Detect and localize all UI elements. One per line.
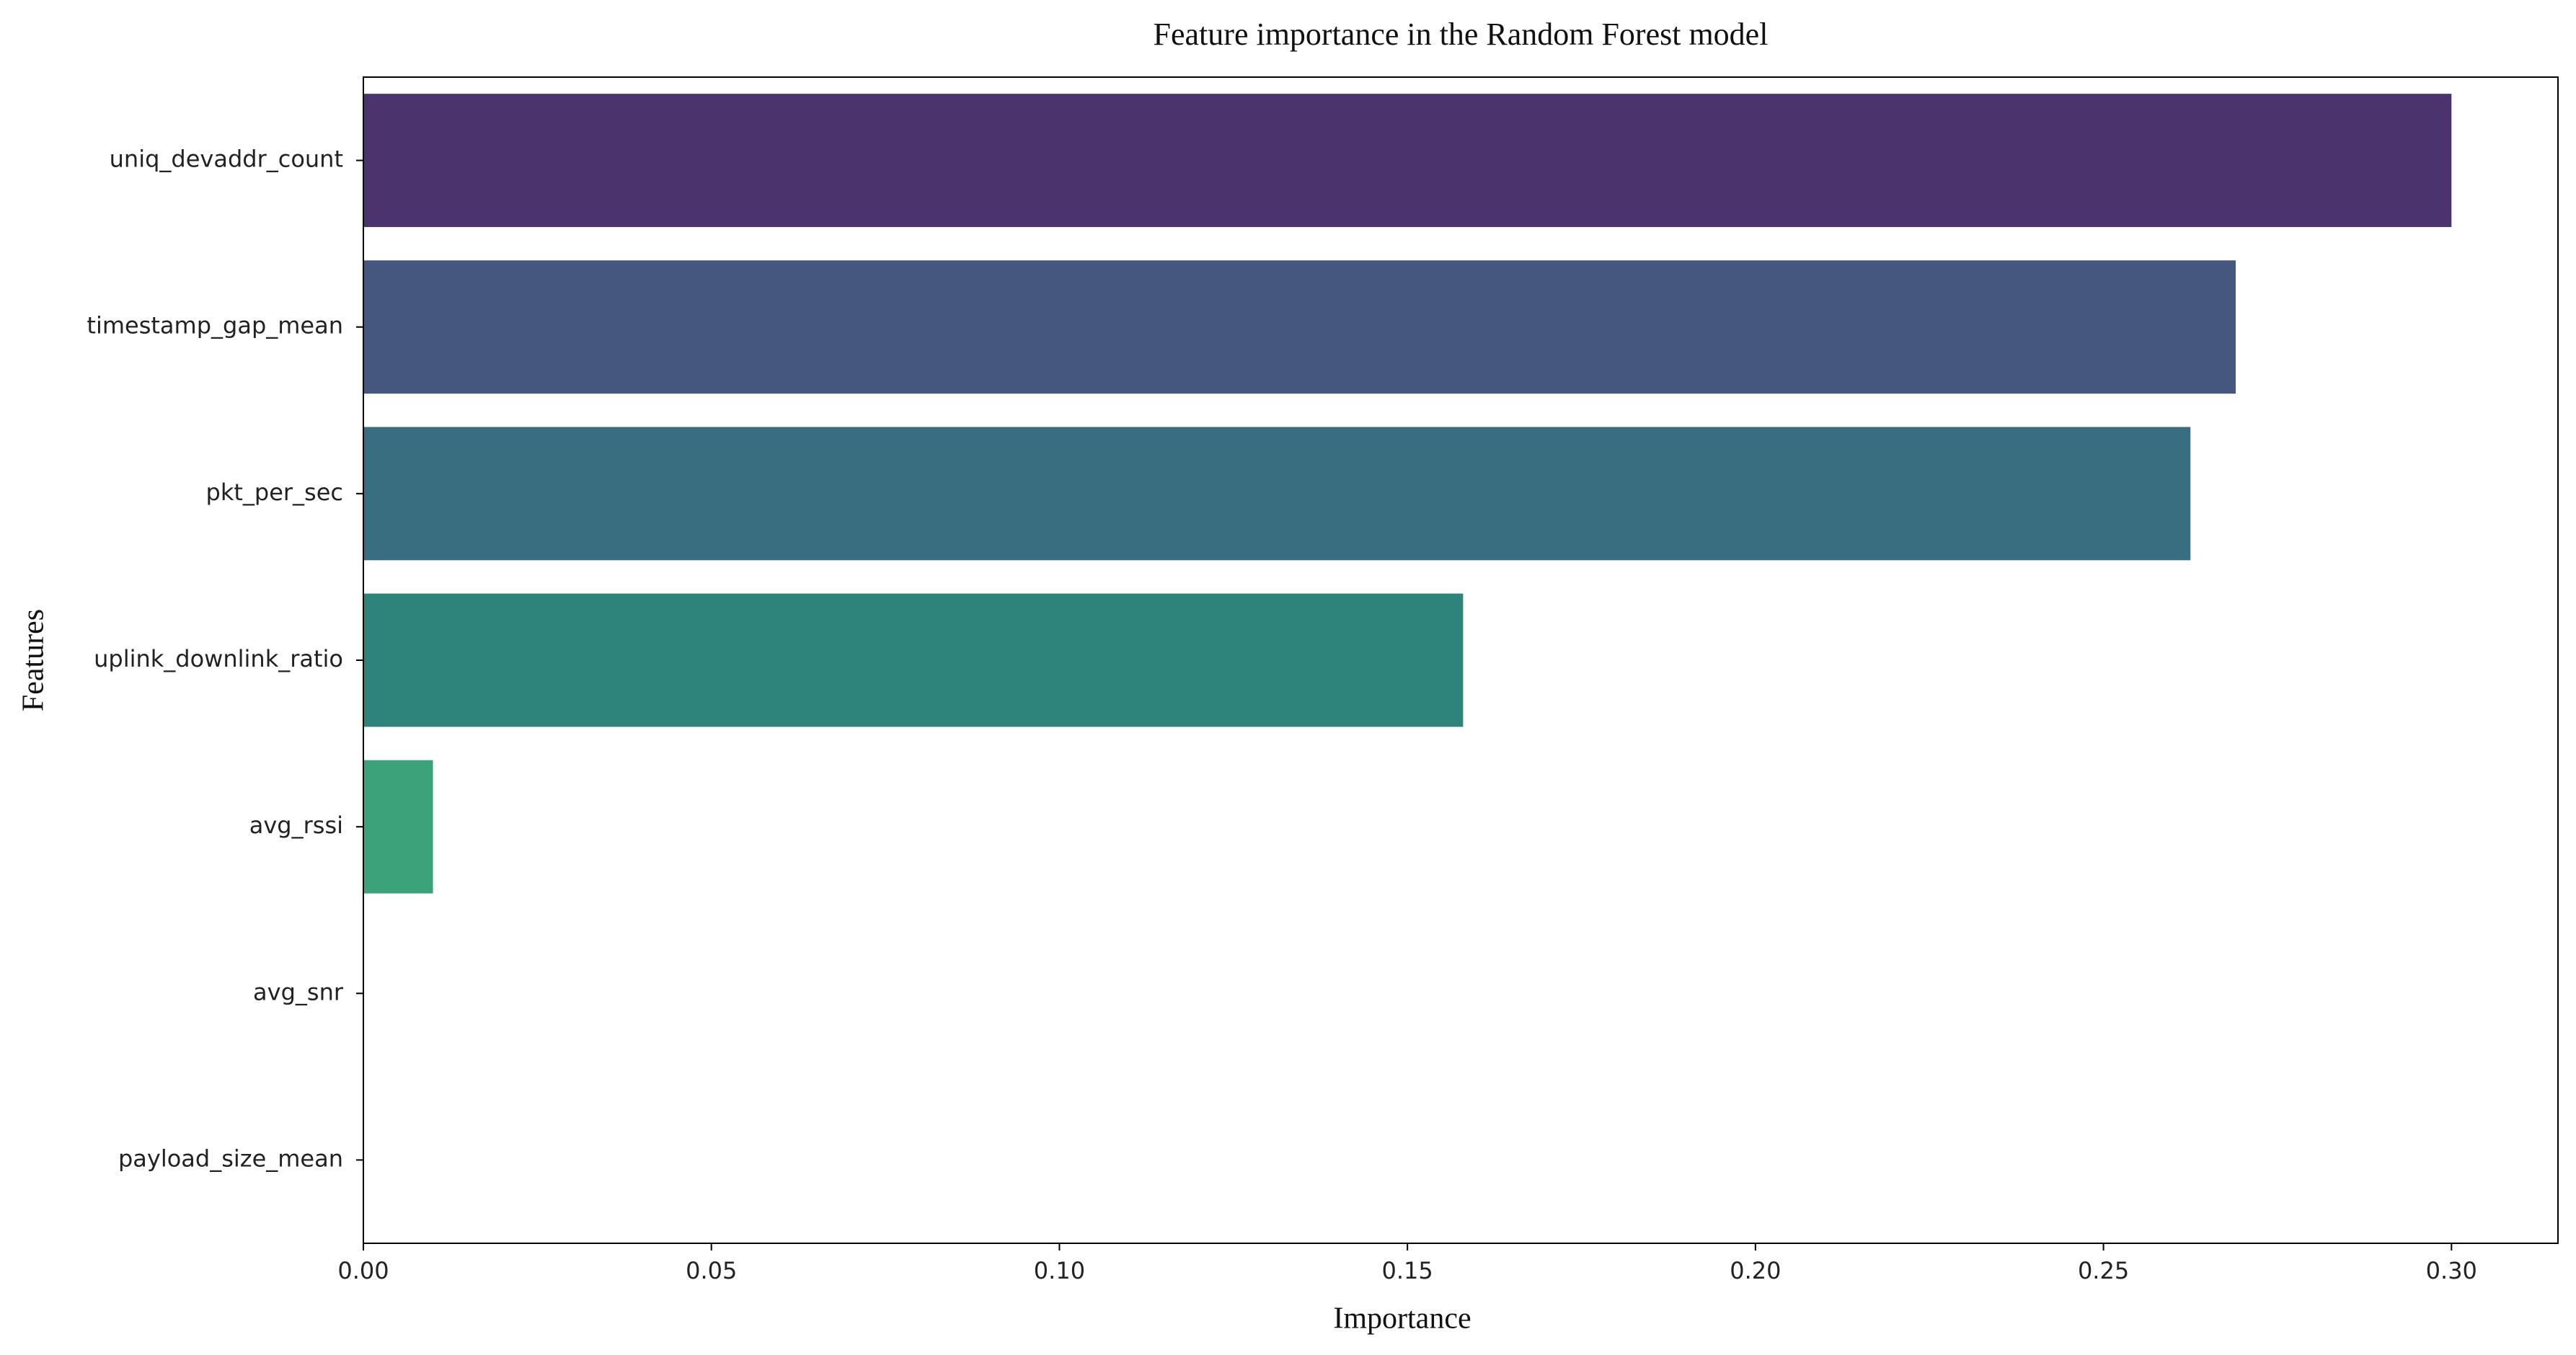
y-axis-label: Features: [17, 609, 50, 711]
x-tick-label: 0.25: [2078, 1257, 2129, 1284]
x-tick-label: 0.05: [686, 1257, 737, 1284]
y-tick-label: pkt_per_sec: [206, 479, 344, 506]
bar: [363, 593, 1464, 727]
bar: [363, 260, 2236, 394]
x-axis-label: Importance: [1333, 1302, 1471, 1336]
bar: [363, 760, 433, 894]
x-tick-label: 0.20: [1730, 1257, 1781, 1284]
y-tick-label: uplink_downlink_ratio: [94, 645, 343, 672]
y-tick-label: payload_size_mean: [118, 1145, 343, 1172]
chart-title: Feature importance in the Random Forest …: [1154, 17, 1769, 52]
y-tick-label: avg_snr: [253, 978, 344, 1005]
bar: [363, 94, 2452, 228]
bar: [363, 427, 2191, 561]
plot-frame: [363, 76, 2559, 1244]
x-tick-label: 0.10: [1034, 1257, 1085, 1284]
y-tick-label: avg_rssi: [249, 812, 343, 839]
y-tick-label: uniq_devaddr_count: [110, 146, 343, 173]
x-tick-label: 0.30: [2426, 1257, 2477, 1284]
x-tick-label: 0.00: [337, 1257, 389, 1284]
x-tick-label: 0.15: [1382, 1257, 1433, 1284]
y-tick-label: timestamp_gap_mean: [87, 312, 343, 339]
